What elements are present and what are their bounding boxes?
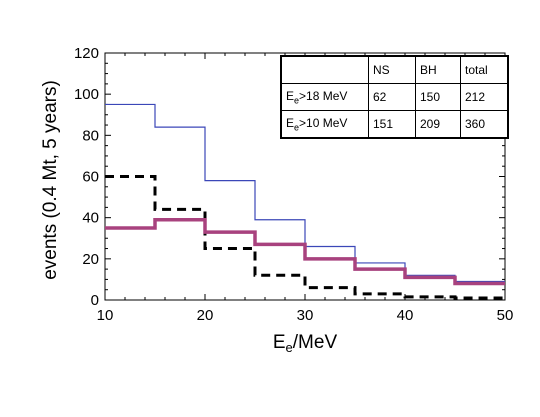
y-tick-label: 20 bbox=[82, 251, 99, 268]
summary-table: NS BH total Ee>18 MeV 62 150 212 Ee>10 M… bbox=[280, 55, 509, 139]
x-tick-label: 10 bbox=[97, 307, 114, 324]
table-row-label: Ee>10 MeV bbox=[280, 110, 369, 139]
table-cell: 62 bbox=[368, 83, 416, 111]
table-header-cell: total bbox=[460, 55, 509, 84]
table-cell: 151 bbox=[368, 110, 416, 139]
table-header-cell: NS bbox=[368, 55, 416, 84]
series-line-solid-thick bbox=[105, 217, 505, 286]
table-header-row: NS BH total bbox=[280, 55, 509, 84]
x-tick-label: 50 bbox=[497, 307, 514, 324]
x-tick-label: 20 bbox=[197, 307, 214, 324]
y-tick-label: 80 bbox=[82, 127, 99, 144]
series-line-dashed bbox=[105, 175, 505, 300]
series-line-solid-thin bbox=[105, 103, 505, 283]
table-cell: 212 bbox=[460, 83, 509, 111]
y-axis-label: events (0.4 Mt, 5 years) bbox=[40, 80, 61, 280]
table-cell: 209 bbox=[415, 110, 461, 139]
y-tick-label: 0 bbox=[91, 292, 99, 309]
y-tick-label: 100 bbox=[74, 86, 99, 103]
y-tick-label: 40 bbox=[82, 210, 99, 227]
table-row: Ee>10 MeV 151 209 360 bbox=[280, 110, 509, 139]
table-header-cell bbox=[280, 55, 369, 84]
x-axis-label: Ee/MeV bbox=[273, 332, 338, 355]
table-row-label: Ee>18 MeV bbox=[280, 83, 369, 111]
x-tick-label: 30 bbox=[297, 307, 314, 324]
table-header-cell: BH bbox=[415, 55, 461, 84]
table-row: Ee>18 MeV 62 150 212 bbox=[280, 83, 509, 111]
y-tick-label: 60 bbox=[82, 169, 99, 186]
x-tick-label: 40 bbox=[397, 307, 414, 324]
table-cell: 150 bbox=[415, 83, 461, 111]
y-tick-label: 120 bbox=[74, 45, 99, 62]
table-cell: 360 bbox=[460, 110, 509, 139]
